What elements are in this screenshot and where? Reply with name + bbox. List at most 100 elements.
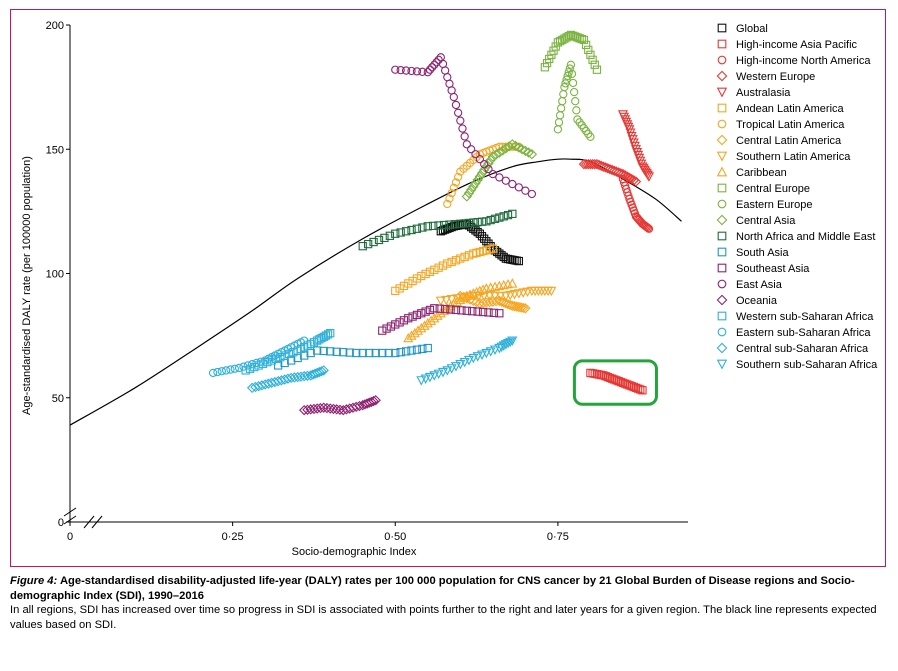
legend-item: High-income Asia Pacific bbox=[717, 39, 858, 51]
legend-label: Southern sub-Saharan Africa bbox=[736, 359, 878, 371]
data-point bbox=[472, 174, 483, 186]
legend-item: Central Europe bbox=[717, 183, 810, 195]
data-point bbox=[638, 386, 647, 395]
data-point bbox=[456, 254, 465, 263]
data-point bbox=[513, 289, 524, 299]
data-point bbox=[584, 45, 593, 54]
data-point bbox=[500, 291, 511, 302]
data-point bbox=[590, 60, 599, 69]
data-point bbox=[443, 199, 452, 209]
data-point bbox=[429, 371, 440, 381]
legend-item: East Asia bbox=[717, 279, 783, 291]
data-point bbox=[332, 347, 341, 356]
data-point bbox=[450, 220, 460, 229]
data-point bbox=[318, 402, 329, 413]
data-point bbox=[575, 34, 584, 43]
data-point bbox=[450, 362, 461, 372]
legend-label: Southern Latin America bbox=[736, 151, 851, 163]
legend-label: North Africa and Middle East bbox=[736, 231, 875, 243]
data-point bbox=[396, 65, 405, 75]
data-point bbox=[495, 309, 504, 318]
data-point bbox=[478, 284, 489, 294]
data-point bbox=[455, 360, 466, 370]
data-point bbox=[384, 348, 393, 358]
data-point bbox=[507, 336, 518, 346]
legend-item: Southeast Asia bbox=[717, 263, 810, 275]
data-point bbox=[430, 265, 439, 274]
data-point bbox=[331, 404, 342, 415]
data-point bbox=[592, 65, 602, 74]
legend-label: Western Europe bbox=[736, 71, 815, 83]
data-point bbox=[619, 170, 631, 181]
data-point bbox=[485, 347, 496, 357]
legend-item: Central sub-Saharan Africa bbox=[716, 342, 869, 355]
data-point bbox=[316, 366, 327, 377]
data-point bbox=[440, 304, 450, 314]
data-point bbox=[426, 315, 437, 325]
data-point bbox=[468, 288, 479, 298]
expected-sdi-curve bbox=[69, 158, 682, 426]
data-point bbox=[481, 348, 492, 359]
legend-marker bbox=[716, 166, 728, 177]
data-point bbox=[401, 347, 411, 356]
data-point bbox=[371, 348, 380, 358]
series-eastern-sub-saharan-africa bbox=[208, 336, 309, 378]
data-point bbox=[501, 176, 511, 185]
data-point bbox=[629, 382, 638, 392]
data-point bbox=[412, 345, 422, 354]
caption-title-block: Figure 4: Age-standardised disability-ad… bbox=[10, 574, 890, 603]
data-point bbox=[404, 279, 413, 288]
data-point bbox=[554, 118, 564, 127]
data-point bbox=[418, 67, 427, 76]
data-point bbox=[457, 306, 466, 315]
data-point bbox=[325, 403, 336, 414]
data-point bbox=[256, 357, 265, 366]
data-point bbox=[463, 355, 475, 366]
data-point bbox=[453, 108, 463, 117]
data-point bbox=[562, 75, 571, 84]
data-point bbox=[566, 60, 576, 69]
data-point bbox=[507, 139, 518, 150]
data-point bbox=[391, 65, 400, 74]
legend-marker bbox=[716, 87, 728, 98]
data-point bbox=[423, 68, 432, 77]
data-point bbox=[498, 341, 509, 351]
x-tick-label: 0 bbox=[67, 531, 73, 543]
data-point bbox=[599, 371, 608, 380]
data-point bbox=[498, 142, 507, 151]
data-point bbox=[521, 186, 530, 195]
data-point bbox=[459, 357, 470, 368]
data-point bbox=[567, 69, 577, 79]
data-point bbox=[424, 372, 435, 383]
data-point bbox=[302, 370, 313, 381]
data-point bbox=[614, 377, 623, 386]
data-point bbox=[300, 336, 309, 345]
data-point bbox=[618, 378, 628, 387]
data-point bbox=[516, 144, 528, 155]
data-point bbox=[503, 338, 514, 349]
data-point bbox=[358, 242, 367, 251]
legend-label: Global bbox=[736, 23, 768, 35]
data-point bbox=[463, 187, 475, 199]
data-point bbox=[449, 183, 458, 192]
data-point bbox=[623, 380, 632, 389]
data-point bbox=[445, 194, 454, 203]
data-point bbox=[422, 317, 433, 328]
data-point bbox=[447, 189, 456, 198]
data-point bbox=[434, 221, 443, 230]
data-point bbox=[568, 78, 578, 88]
data-point bbox=[465, 184, 477, 196]
series-central-europe bbox=[540, 30, 602, 74]
data-point bbox=[409, 327, 420, 338]
data-point bbox=[494, 147, 505, 158]
data-point bbox=[446, 364, 457, 374]
data-point bbox=[217, 367, 226, 376]
data-point bbox=[553, 125, 563, 134]
legend-item: Eastern Europe bbox=[717, 199, 812, 211]
data-point bbox=[423, 222, 432, 231]
data-point bbox=[495, 213, 504, 222]
legend-marker bbox=[717, 327, 727, 337]
data-point bbox=[456, 219, 465, 228]
data-point bbox=[625, 381, 634, 390]
caption-title: Age-standardised disability-adjusted lif… bbox=[10, 575, 855, 602]
